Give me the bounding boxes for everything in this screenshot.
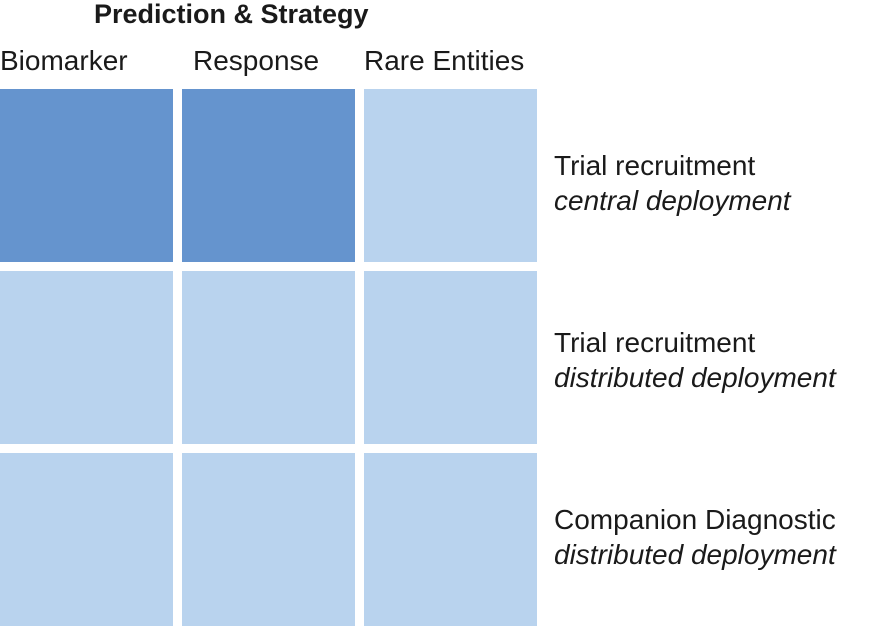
cell-r1-c3 (364, 89, 537, 262)
cell-r2-c2 (182, 271, 355, 444)
cell-r2-c3 (364, 271, 537, 444)
diagram-title: Prediction & Strategy (94, 0, 369, 29)
cell-r1-c1 (0, 89, 173, 262)
row-label-1: Trial recruitment central deployment (554, 148, 791, 218)
cell-r3-c3 (364, 453, 537, 626)
row-label-2-title: Trial recruitment (554, 327, 756, 358)
row-label-2-subtitle: distributed deployment (554, 362, 836, 393)
cell-r1-c2 (182, 89, 355, 262)
row-label-1-title: Trial recruitment (554, 150, 756, 181)
row-label-2: Trial recruitment distributed deployment (554, 325, 836, 395)
column-label-rare-entities: Rare Entities (364, 45, 525, 76)
row-label-1-subtitle: central deployment (554, 185, 791, 216)
cell-r3-c1 (0, 453, 173, 626)
column-label-response: Response (193, 45, 320, 76)
cell-r2-c1 (0, 271, 173, 444)
cell-r3-c2 (182, 453, 355, 626)
row-label-3-subtitle: distributed deployment (554, 539, 836, 570)
row-label-3-title: Companion Diagnostic (554, 504, 836, 535)
column-label-biomarker: Biomarker (0, 45, 128, 76)
row-label-3: Companion Diagnostic distributed deploym… (554, 502, 836, 572)
